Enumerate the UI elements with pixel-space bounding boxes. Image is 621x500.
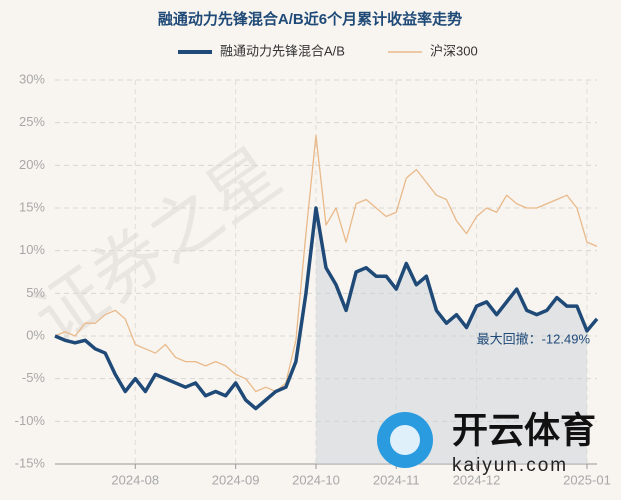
logo: 开云体育 kaiyun.com bbox=[377, 410, 596, 476]
y-tick-label: 15% bbox=[19, 199, 45, 214]
legend-label: 融通动力先锋混合A/B bbox=[220, 43, 345, 58]
y-tick-label: 25% bbox=[19, 114, 45, 129]
legend-label: 沪深300 bbox=[430, 43, 478, 58]
chart-title: 融通动力先锋混合A/B近6个月累计收益率走势 bbox=[158, 10, 462, 28]
x-tick-label: 2024-12 bbox=[453, 472, 501, 487]
annotation: 最大回撤：-12.49% bbox=[477, 331, 591, 346]
series-line bbox=[54, 134, 598, 393]
y-tick-label: -5% bbox=[22, 370, 46, 385]
y-tick-label: 10% bbox=[19, 242, 45, 257]
x-tick-label: 2024-11 bbox=[373, 472, 420, 487]
logo-ball-inner bbox=[390, 425, 420, 455]
x-tick-label: 2024-08 bbox=[111, 472, 159, 487]
y-tick-label: -15% bbox=[15, 455, 46, 470]
logo-url: kaiyun.com bbox=[452, 455, 568, 476]
y-tick-label: 30% bbox=[19, 71, 45, 86]
y-tick-label: 0% bbox=[26, 327, 45, 342]
series-line bbox=[54, 206, 599, 411]
logo-text: 开云体育 bbox=[452, 410, 596, 451]
x-tick-label: 2025-01 bbox=[563, 472, 611, 487]
x-tick-label: 2024-09 bbox=[212, 472, 260, 487]
y-tick-label: -10% bbox=[15, 413, 46, 428]
y-tick-label: 5% bbox=[26, 285, 45, 300]
x-tick-label: 2024-10 bbox=[292, 472, 340, 487]
drawdown-area bbox=[315, 208, 587, 464]
y-tick-label: 20% bbox=[19, 157, 45, 172]
